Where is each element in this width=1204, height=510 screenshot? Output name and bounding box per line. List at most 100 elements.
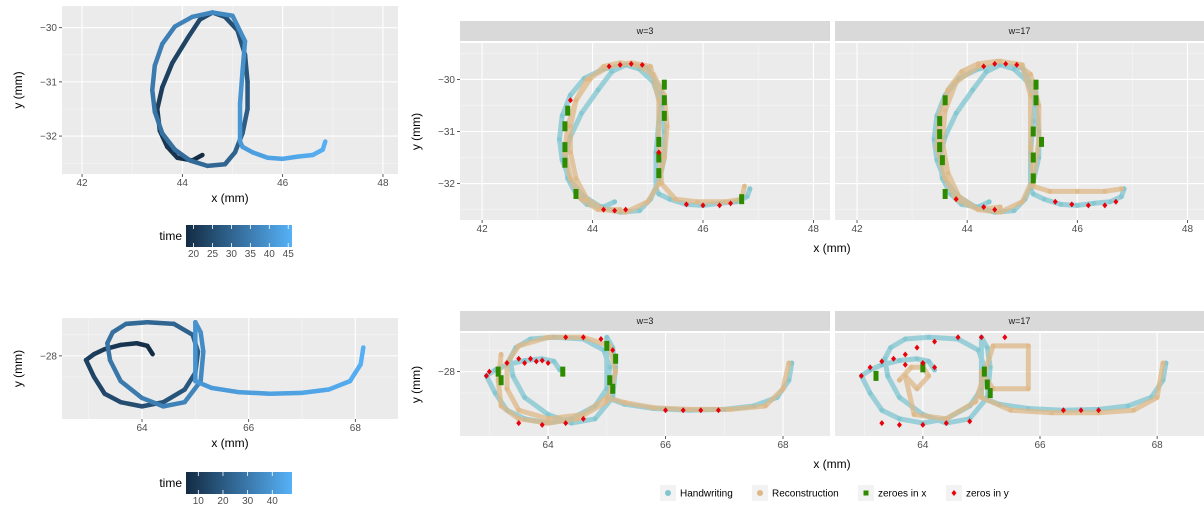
zero-x-marker (1030, 126, 1036, 137)
zero-x-marker (1030, 173, 1036, 184)
zero-x-marker (987, 388, 993, 399)
handwriting-point (926, 358, 932, 364)
handwriting-point (1011, 66, 1017, 72)
facet-strip (835, 21, 1204, 41)
handwriting-point (986, 199, 992, 205)
reconstruction-point (997, 209, 1003, 215)
trajectory-segment (172, 14, 195, 29)
zero-y-marker (533, 358, 539, 365)
reconstruction-point (664, 123, 670, 129)
zero-x-marker (937, 129, 943, 140)
handwriting-point (885, 373, 891, 379)
legend: Handwriting Reconstruction zeroes in x zero… (660, 485, 1009, 501)
trajectory-segment (230, 13, 248, 44)
zero-y-marker (563, 420, 569, 427)
trajectory-segment (105, 341, 113, 363)
handwriting-point (976, 347, 981, 353)
trajectory-segment (326, 378, 353, 392)
reconstruction-point (545, 334, 551, 340)
handwriting-point (568, 92, 573, 98)
zero-y-marker (1078, 407, 1084, 414)
zero-x-marker (607, 375, 613, 386)
zero-y-marker (932, 338, 938, 345)
zero-x-marker (1033, 79, 1039, 90)
trajectory-segment (139, 395, 166, 409)
zero-y-marker (896, 421, 902, 428)
trajectory-segment (222, 150, 238, 167)
trajectory-segment (265, 155, 285, 162)
handwriting-point (1041, 196, 1047, 202)
x-tick-label: 44 (962, 224, 974, 235)
reconstruction-point (516, 416, 522, 422)
colorbar-bar (186, 225, 292, 247)
legend-label-zeroes_x: zeroes in x (878, 489, 926, 500)
trajectory-segment (358, 345, 366, 367)
facet-strip-label: w=17 (1008, 316, 1031, 326)
handwriting-point (744, 194, 750, 199)
reconstruction-point (568, 149, 573, 155)
zero-y-marker (1002, 334, 1008, 341)
reconstruction-point (584, 77, 590, 82)
trajectory-group (83, 319, 366, 409)
zero-y-marker (527, 355, 533, 362)
reconstruction-point (604, 399, 610, 405)
handwriting-point (557, 136, 562, 142)
legend-label-reconstruction: Reconstruction (772, 489, 839, 500)
zero-y-marker (967, 418, 973, 425)
x-tick-label: 42 (76, 178, 88, 189)
x-tick-label: 46 (697, 224, 709, 235)
zero-y-marker (522, 360, 528, 367)
reconstruction-point (762, 403, 768, 409)
reconstruction-point (997, 58, 1003, 64)
zero-x-marker (942, 95, 948, 106)
facet-strip (460, 311, 830, 331)
zero-y-marker (628, 60, 634, 67)
trajectory-segment (250, 150, 270, 160)
zero-y-marker (955, 334, 961, 341)
zero-y-marker (981, 63, 987, 70)
colorbar-tick-label: 35 (245, 249, 257, 260)
reconstruction-point (902, 373, 908, 379)
reconstruction-point (648, 64, 653, 69)
legend-key-handwriting (665, 490, 671, 496)
handwriting-point (914, 356, 920, 362)
reconstruction-point (1028, 71, 1033, 77)
reconstruction-point (942, 108, 948, 114)
reconstruction-point (617, 207, 623, 212)
reconstruction-point (742, 183, 747, 189)
x-tick-label: 64 (917, 440, 929, 451)
marks-group (931, 58, 1127, 215)
reconstruction-point (997, 204, 1003, 210)
zero-y-marker (598, 336, 604, 343)
zero-y-marker (563, 334, 569, 341)
zero-y-marker (1069, 201, 1075, 208)
handwriting-point (1030, 191, 1036, 197)
reconstruction-point (942, 175, 948, 181)
zero-y-marker (953, 196, 959, 203)
zero-y-marker (902, 361, 908, 368)
trajectory-segment (110, 321, 129, 335)
zero-y-marker (504, 360, 510, 367)
reconstruction-point (1028, 144, 1033, 150)
x-tick-label: 66 (1034, 440, 1046, 451)
zero-y-marker (539, 421, 545, 428)
handwriting-point (607, 364, 613, 370)
zero-y-marker (610, 347, 616, 354)
reconstruction-point (686, 406, 692, 412)
trajectory-segment (209, 385, 241, 395)
trajectory-segment (161, 399, 187, 409)
trajectory-segment (210, 10, 235, 19)
reconstruction-point (1049, 410, 1055, 416)
handwriting-point (970, 87, 976, 93)
trajectory-segment (235, 389, 273, 396)
x-axis-title: x (mm) (211, 191, 248, 205)
reconstruction-point (943, 416, 949, 422)
reconstruction-point (695, 199, 700, 205)
zero-y-marker (879, 420, 885, 427)
reconstruction-point (573, 97, 579, 103)
reconstruction-point (979, 394, 984, 400)
reconstruction-point (727, 406, 733, 412)
trajectory-segment (118, 341, 139, 348)
reconstruction-point (545, 416, 551, 422)
